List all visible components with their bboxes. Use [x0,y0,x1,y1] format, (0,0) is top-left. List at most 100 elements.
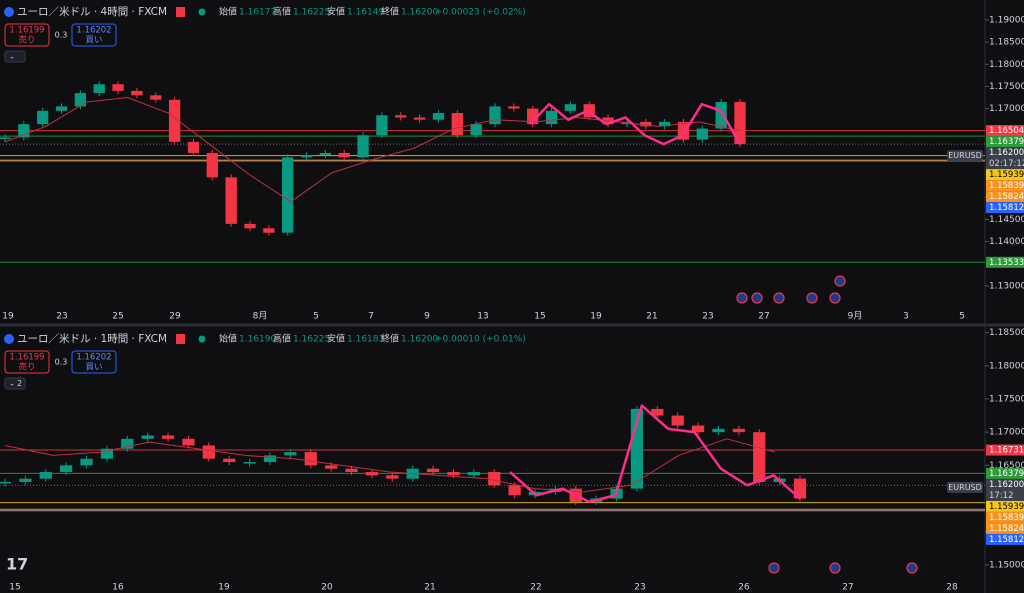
symbol-tag [947,481,983,493]
symbol-icon [4,334,14,344]
candle [470,124,482,136]
candle [284,452,297,456]
x-tick-label: 28 [946,583,958,593]
candle [395,115,407,118]
price-tag-label: 1.15839 [989,513,1024,523]
sell-button[interactable] [4,350,50,374]
price-tag-label: 1.16379 [989,137,1024,147]
alert-icon[interactable] [176,334,185,344]
buy-price: 1.16202 [76,26,111,36]
price-tag [986,180,1024,192]
sell-price: 1.16199 [9,353,44,363]
price-tag [986,467,1024,479]
candle [651,408,664,416]
candle [677,121,690,140]
candle [365,472,379,476]
chart-title: ユーロ／米ドル · 1時間 · FXCM [17,332,167,345]
event-icon[interactable] [829,562,841,574]
candle [263,228,275,233]
x-tick-label: 20 [321,583,333,593]
candle [100,448,114,459]
event-icon[interactable] [806,292,818,304]
candle [447,472,460,476]
candle [0,481,12,484]
candle [732,428,745,433]
collapse-button[interactable] [4,50,26,63]
candle [300,155,313,158]
candle [753,432,766,482]
event-icon[interactable] [768,562,780,574]
buy-button[interactable] [71,350,117,374]
sell-label: 売り [18,35,35,46]
price-tag-label: 1.13533 [989,258,1024,268]
candle [244,223,256,229]
ohlc-label: 始値 [219,333,237,345]
x-tick-label: 8月 [253,311,268,322]
candle [357,135,369,158]
price-tag-label: 1.15839 [989,181,1024,191]
event-icon[interactable] [773,292,785,304]
candle [187,141,200,153]
y-tick-label: 1.18000 [989,361,1024,371]
candle [168,99,181,142]
ohlc-label: 高値 [273,6,291,18]
price-tag [986,136,1024,148]
candle [691,425,705,433]
buy-button[interactable] [71,23,117,47]
candle [696,128,708,140]
event-icon[interactable] [736,292,748,304]
candle [55,106,68,111]
x-tick-label: 13 [477,312,488,322]
candle [150,95,162,100]
event-icon[interactable] [834,275,846,287]
x-tick-label: 23 [702,312,713,322]
x-tick-label: 9月 [848,311,863,322]
candle [60,465,73,473]
candle [304,452,317,466]
price-tag [986,522,1024,534]
y-tick-label: 1.16500 [989,461,1024,471]
candle [527,108,539,125]
candle [712,428,725,433]
event-icon[interactable] [829,292,841,304]
candle [0,137,11,139]
x-tick-label: 7 [368,312,374,322]
buy-label: 買い [85,36,102,46]
candle [19,478,32,482]
candle [376,115,388,136]
event-icon[interactable] [751,292,763,304]
candle [141,435,154,439]
ohlc-value: 1.16190 [239,335,276,345]
candle [432,113,445,120]
price-tag [986,444,1024,456]
price-tag [986,147,1024,170]
candle [386,475,399,479]
x-tick-label: 15 [534,312,545,322]
x-tick-label: 19 [218,583,230,593]
countdown: 17:12 [989,491,1014,501]
candle [161,435,175,439]
ohlc-value: 1.16200 [401,335,438,345]
candle [74,93,87,107]
y-tick-label: 1.13000 [989,281,1024,291]
ohlc-label: 終値 [381,6,399,18]
price-tag [986,191,1024,203]
price-tag-label: 1.16379 [989,469,1024,479]
x-tick-label: 27 [842,583,853,593]
spread: 0.3 [55,358,68,367]
candle [206,152,218,178]
x-tick-label: 21 [646,312,657,322]
x-tick-label: 19 [2,312,14,322]
price-tag-label: 1.15939 [989,502,1024,512]
candle [112,84,124,91]
sell-button[interactable] [4,23,50,47]
collapse-button[interactable] [4,377,26,390]
event-icon[interactable] [906,562,918,574]
price-tag [986,478,1024,501]
price-tag [986,533,1024,545]
alert-icon[interactable] [176,7,185,17]
candle [121,438,134,449]
x-tick-label: 5 [313,312,319,322]
